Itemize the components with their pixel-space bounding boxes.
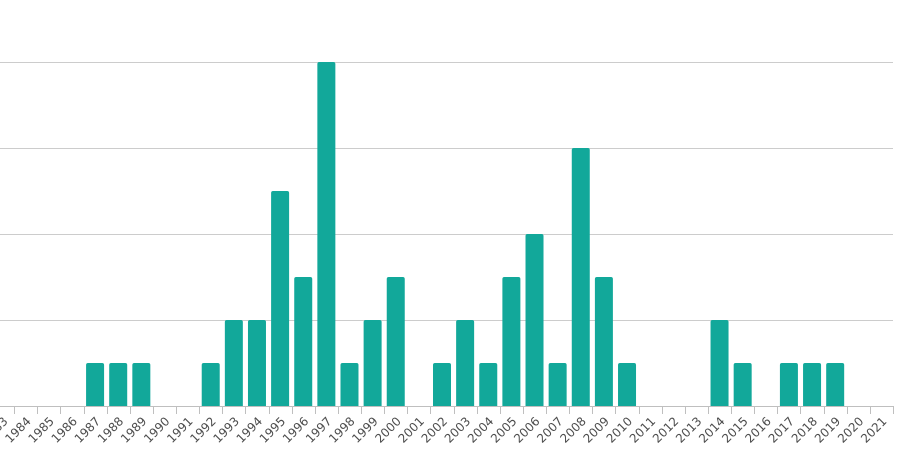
bar-1999[interactable] [363, 320, 382, 406]
x-tick-label: 2012 [650, 414, 681, 445]
x-tick-labels: 1983198419851986198719881989199019911992… [0, 414, 890, 445]
x-tick-label: 2006 [511, 414, 542, 445]
bar-1996[interactable] [294, 277, 313, 406]
x-tick-label: 1987 [72, 414, 103, 445]
x-tick-label: 2015 [719, 414, 750, 445]
x-tick-label: 1990 [141, 414, 172, 445]
bar-1994[interactable] [247, 320, 266, 406]
bar-2008[interactable] [571, 148, 590, 406]
gridlines [0, 62, 893, 321]
bar-1998[interactable] [340, 363, 359, 406]
bar-2005[interactable] [502, 277, 521, 406]
bar-1992[interactable] [201, 363, 220, 406]
x-tick-label: 2016 [742, 414, 773, 445]
x-tick-label: 2007 [534, 414, 565, 445]
x-tick-label: 2014 [696, 414, 727, 445]
x-tick-label: 1993 [210, 414, 241, 445]
bar-2000[interactable] [386, 277, 405, 406]
bar-1993[interactable] [224, 320, 243, 406]
x-tick-label: 1985 [25, 414, 56, 445]
x-tick-label: 1999 [349, 414, 380, 445]
x-tick-label: 2011 [627, 414, 658, 445]
bar-1997[interactable] [317, 62, 336, 406]
bar-2003[interactable] [456, 320, 475, 406]
bar-2007[interactable] [548, 363, 567, 406]
bars [86, 62, 845, 406]
bar-1987[interactable] [86, 363, 105, 406]
x-tick-label: 2002 [419, 414, 450, 445]
bar-1989[interactable] [132, 363, 151, 406]
bar-1995[interactable] [271, 191, 290, 406]
x-tick-label: 2017 [766, 414, 797, 445]
x-tick-label: 2020 [835, 414, 866, 445]
bar-2019[interactable] [826, 363, 845, 406]
bar-2017[interactable] [779, 363, 798, 406]
bar-2015[interactable] [733, 363, 752, 406]
x-tick-label: 1984 [2, 414, 33, 445]
x-tick-label: 1997 [303, 414, 334, 445]
x-tick-label: 1986 [49, 414, 80, 445]
bar-2018[interactable] [803, 363, 822, 406]
bar-2014[interactable] [710, 320, 729, 406]
bar-2006[interactable] [525, 234, 544, 406]
x-tick-label: 2019 [812, 414, 843, 445]
x-tick-label: 2003 [442, 414, 473, 445]
x-axis [0, 406, 894, 414]
bar-2009[interactable] [594, 277, 613, 406]
x-tick-label: 2010 [604, 414, 635, 445]
x-tick-label: 2005 [488, 414, 519, 445]
x-tick-label: 1995 [257, 414, 288, 445]
x-tick-label: 2013 [673, 414, 704, 445]
x-tick-label: 2004 [465, 414, 496, 445]
x-tick-label: 1988 [95, 414, 126, 445]
bar-2004[interactable] [479, 363, 498, 406]
x-tick-label: 2021 [858, 414, 889, 445]
x-tick-label: 1991 [164, 414, 195, 445]
x-tick-label: 2001 [395, 414, 426, 445]
bar-2002[interactable] [433, 363, 451, 406]
x-tick-label: 1994 [234, 414, 265, 445]
bar-2010[interactable] [618, 363, 637, 406]
x-tick-label: 1989 [118, 414, 149, 445]
x-tick-label: 1998 [326, 414, 357, 445]
x-tick-label: 2009 [581, 414, 612, 445]
x-tick-label: 2018 [789, 414, 820, 445]
x-tick-label: 2008 [557, 414, 588, 445]
x-tick-label: 1992 [187, 414, 218, 445]
x-tick-label: 2000 [372, 414, 403, 445]
bar-1988[interactable] [109, 363, 128, 406]
x-tick-label: 1996 [280, 414, 311, 445]
